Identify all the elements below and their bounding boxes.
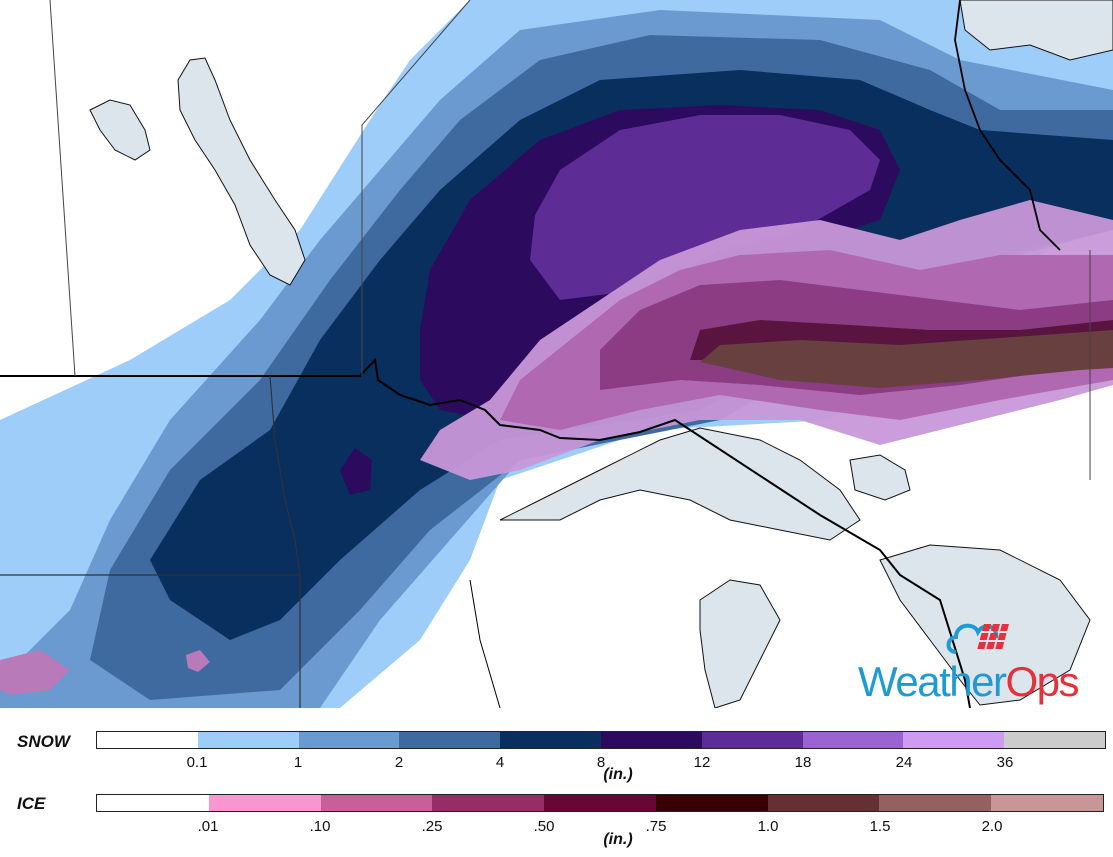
lake-nipigon-region — [89, 99, 151, 161]
snow-tick-label: 24 — [895, 754, 913, 771]
snow-tick-label: 1 — [293, 754, 303, 771]
snow-tick-label: 18 — [794, 754, 812, 771]
snow-swatch — [298, 732, 400, 748]
ice-band-spot-south — [186, 650, 210, 672]
hudson-region — [959, 0, 1113, 61]
province-line-2 — [361, 0, 471, 376]
ice-legend-title: ICE — [17, 794, 46, 813]
legend: SNOW 0.1 1 2 4 8 12 18 24 36 (in.) ICE .01.10.25… — [0, 708, 1113, 857]
snow-tick-label: 12 — [693, 754, 711, 771]
ice-tick-label: .25 — [421, 818, 443, 835]
snow-swatch — [903, 732, 1005, 748]
snow-swatch — [197, 732, 299, 748]
ice-tick-label: 1.5 — [869, 818, 891, 835]
ice-swatch — [97, 795, 209, 811]
ice-tick-label: .10 — [309, 818, 331, 835]
coastline-south — [469, 579, 501, 708]
ice-swatch — [879, 795, 992, 811]
ice-color-bar — [96, 794, 1104, 812]
province-line-1 — [49, 0, 76, 377]
ice-swatch — [208, 795, 321, 811]
ice-swatch — [320, 795, 433, 811]
lake-michigan — [699, 579, 781, 708]
ice-swatch — [432, 795, 545, 811]
precipitation-map — [0, 0, 1113, 708]
snow-tick-label: 8 — [596, 754, 606, 771]
ice-bands — [0, 200, 1113, 695]
snow-tick-label: 36 — [996, 754, 1014, 771]
ice-tick-label: 2.0 — [981, 818, 1003, 835]
snow-tick-label: 2 — [394, 754, 404, 771]
ice-tick-label: .50 — [533, 818, 555, 835]
ice-tick-label: .01 — [197, 818, 219, 835]
logo-text-weather: Weather — [858, 658, 1007, 705]
state-line-2 — [269, 375, 301, 576]
snow-swatch — [1004, 732, 1105, 748]
boundaries — [0, 0, 1091, 708]
snow-unit-label: (in.) — [603, 766, 633, 783]
snow-swatch — [500, 732, 601, 748]
coastline-east — [954, 0, 1061, 251]
snow-tick-label: 4 — [495, 754, 505, 771]
snow-band-12-18-b — [340, 448, 372, 495]
snow-swatch — [399, 732, 501, 748]
ice-band-spot-west — [0, 650, 70, 695]
ice-swatch — [655, 795, 768, 811]
ice-tick-label: .75 — [645, 818, 667, 835]
logo-text: WeatherOps — [858, 658, 1080, 706]
ice-band-75 — [700, 330, 1113, 388]
ice-swatch — [991, 795, 1104, 811]
lake-spot-east — [849, 454, 911, 501]
snow-tick-label: 0.1 — [186, 754, 208, 771]
snow-swatch — [97, 732, 198, 748]
ice-swatch — [767, 795, 880, 811]
snow-swatch — [600, 732, 702, 748]
logo-text-ops: Ops — [1005, 658, 1079, 705]
weatherops-logo: WeatherOps — [858, 612, 1113, 708]
ice-tick-label: 1.0 — [757, 818, 779, 835]
ice-swatch — [544, 795, 656, 811]
lake-superior — [499, 427, 861, 541]
snow-band-12-18 — [530, 115, 880, 300]
snow-swatch — [701, 732, 803, 748]
lake-winnipeg — [177, 57, 306, 286]
snow-swatch — [802, 732, 904, 748]
intl-border — [0, 357, 971, 708]
snow-color-bar — [96, 731, 1106, 749]
cloud-grid-icon — [946, 623, 1009, 654]
ice-unit-label: (in.) — [603, 831, 633, 848]
snow-legend-title: SNOW — [17, 732, 70, 751]
